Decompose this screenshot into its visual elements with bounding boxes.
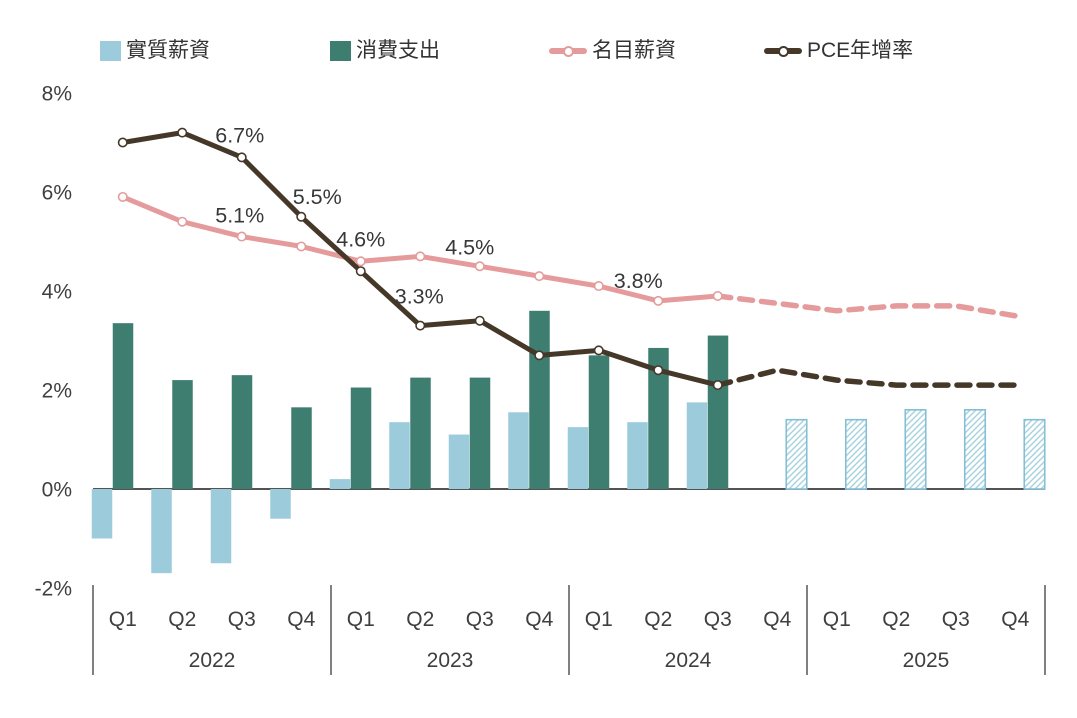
real-wage-forecast-bar — [1023, 418, 1046, 490]
data-label-33: 3.3% — [395, 285, 444, 309]
x-axis-quarter-label: Q1 — [823, 608, 851, 631]
x-axis-quarter-label: Q3 — [704, 608, 732, 631]
consumption-bar — [231, 375, 253, 489]
pce-yoy-point-marker — [355, 266, 366, 277]
nominal-wage-line-forecast-dashed — [715, 293, 1019, 319]
x-axis-quarter-label: Q4 — [1001, 608, 1029, 631]
real-wage-bar — [210, 489, 232, 564]
x-axis-quarter-label: Q4 — [763, 608, 791, 631]
legend-item-consumption: 消費支出 — [330, 38, 440, 64]
legend-item-real-wage: 實質薪資 — [100, 38, 210, 64]
real-wage-bar — [508, 412, 529, 489]
consumption-bar — [410, 377, 431, 489]
x-axis-quarter-label: Q2 — [644, 608, 672, 631]
pce-yoy-swatch-icon — [764, 41, 802, 61]
legend-label: 名目薪資 — [592, 39, 676, 62]
real-wage-forecast-bar — [963, 408, 987, 490]
data-label-46: 4.6% — [336, 227, 385, 251]
data-label-51: 5.1% — [215, 204, 264, 228]
real-wage-bar — [270, 489, 291, 519]
pce-yoy-point-marker — [117, 137, 128, 148]
x-axis-year-label: 2025 — [903, 649, 950, 672]
real-wage-bar — [389, 422, 410, 489]
nominal-wage-point-marker — [474, 261, 485, 272]
real-wage-forecast-bar — [844, 418, 868, 490]
consumption-bar — [112, 323, 134, 489]
nominal-wage-point-marker — [712, 290, 723, 301]
real-wage-bar — [329, 479, 351, 489]
x-axis-quarter-label: Q4 — [525, 608, 553, 631]
pce-yoy-point-marker — [474, 315, 485, 326]
x-axis-quarter-label: Q1 — [585, 608, 613, 631]
pce-yoy-point-marker — [236, 152, 247, 163]
nominal-wage-point-marker — [415, 251, 426, 262]
data-label-67: 6.7% — [215, 123, 264, 147]
legend-label: 消費支出 — [356, 39, 440, 62]
nominal-wage-point-marker — [117, 191, 128, 202]
x-axis-quarter-label: Q3 — [466, 608, 494, 631]
real-wage-bar — [567, 427, 589, 489]
consumption-bar — [291, 407, 312, 489]
legend-label: 實質薪資 — [126, 39, 210, 62]
consumption-bar — [529, 310, 550, 489]
x-axis-quarter-label: Q3 — [228, 608, 256, 631]
real-wage-bar — [151, 489, 172, 574]
pce-yoy-point-marker — [296, 211, 307, 222]
nominal-wage-point-marker — [177, 216, 188, 227]
real-wage-bar — [627, 422, 648, 489]
nominal-wage-point-marker — [236, 231, 247, 242]
pce-yoy-line-forecast-dashed — [715, 367, 1019, 388]
x-axis-quarter-label: Q2 — [882, 608, 910, 631]
nominal-wage-point-marker — [296, 241, 307, 252]
x-axis-year-label: 2022 — [189, 649, 236, 672]
y-axis-tick-label: 0% — [42, 479, 72, 502]
pce-yoy-point-marker — [653, 365, 664, 376]
legend-item-pce-yoy: PCE年增率 — [764, 38, 913, 64]
consumption-bar — [707, 335, 729, 489]
real-wage-bar — [448, 434, 470, 489]
chart-legend: 實質薪資 消費支出 名目薪資 PCE年增率 — [0, 38, 1077, 68]
pce-yoy-point-marker — [712, 380, 723, 391]
y-axis-tick-label: -2% — [35, 578, 72, 601]
real-wage-bar — [91, 489, 113, 539]
data-label-38: 3.8% — [614, 269, 663, 293]
real-wage-bar — [686, 402, 708, 489]
consumption-bar — [350, 387, 372, 489]
consumption-bar — [469, 377, 491, 489]
consumption-bar — [172, 380, 193, 489]
pce-yoy-point-marker — [593, 345, 604, 356]
y-axis-tick-label: 4% — [42, 281, 72, 304]
x-axis-year-label: 2023 — [427, 649, 474, 672]
pce-yoy-point-marker — [534, 350, 545, 361]
x-axis-quarter-label: Q1 — [109, 608, 137, 631]
y-axis-tick-label: 6% — [42, 182, 72, 205]
x-axis-quarter-label: Q4 — [287, 608, 315, 631]
x-axis-year-label: 2024 — [665, 649, 712, 672]
nominal-wage-swatch-icon — [549, 41, 587, 61]
pce-yoy-point-marker — [177, 127, 188, 138]
consumption-bar — [648, 347, 669, 489]
x-axis-quarter-label: Q2 — [406, 608, 434, 631]
data-label-45: 4.5% — [445, 235, 494, 259]
nominal-wage-point-marker — [355, 256, 366, 267]
x-axis-quarter-label: Q3 — [942, 608, 970, 631]
y-axis-tick-label: 8% — [42, 83, 72, 106]
nominal-wage-point-marker — [593, 281, 604, 292]
x-axis-quarter-label: Q1 — [347, 608, 375, 631]
legend-label: PCE年增率 — [807, 39, 914, 62]
y-axis-tick-label: 2% — [42, 380, 72, 403]
consumption-swatch-icon — [330, 41, 351, 61]
nominal-wage-point-marker — [534, 271, 545, 282]
real-wage-forecast-bar — [904, 408, 927, 490]
nominal-wage-point-marker — [653, 295, 664, 306]
legend-item-nominal-wage: 名目薪資 — [549, 38, 676, 64]
consumption-bar — [588, 355, 610, 489]
data-label-55: 5.5% — [293, 185, 342, 209]
real-wage-forecast-bar — [785, 418, 808, 490]
pce-yoy-point-marker — [415, 320, 426, 331]
real-wage-swatch-icon — [100, 41, 121, 61]
x-axis-quarter-label: Q2 — [168, 608, 196, 631]
